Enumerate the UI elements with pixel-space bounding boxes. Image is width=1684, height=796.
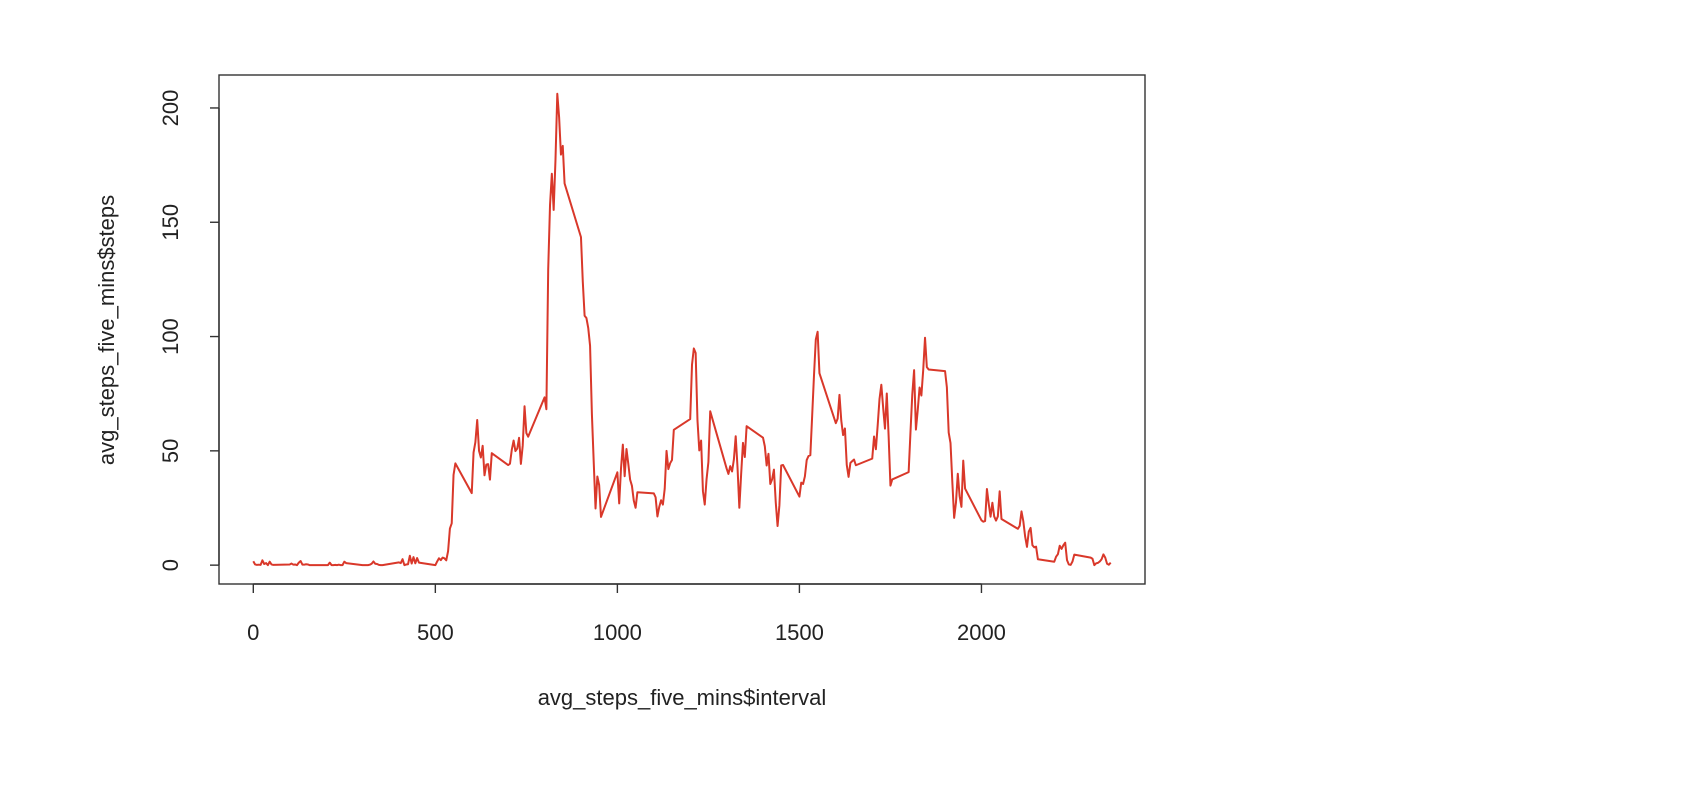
- y-tick-label: 200: [158, 90, 183, 127]
- y-tick-label: 150: [158, 204, 183, 241]
- x-axis-label: avg_steps_five_mins$interval: [538, 685, 827, 710]
- y-axis-label: avg_steps_five_mins$steps: [94, 195, 119, 465]
- x-tick-label: 2000: [957, 620, 1006, 645]
- data-line: [252, 92, 1112, 567]
- y-tick-label: 100: [158, 318, 183, 355]
- x-tick-label: 1000: [593, 620, 642, 645]
- x-tick-label: 0: [247, 620, 259, 645]
- x-tick-label: 1500: [775, 620, 824, 645]
- plot-box: [218, 74, 1146, 585]
- x-tick-label: 500: [417, 620, 454, 645]
- y-tick-label: 50: [158, 439, 183, 463]
- y-tick-label: 0: [158, 559, 183, 571]
